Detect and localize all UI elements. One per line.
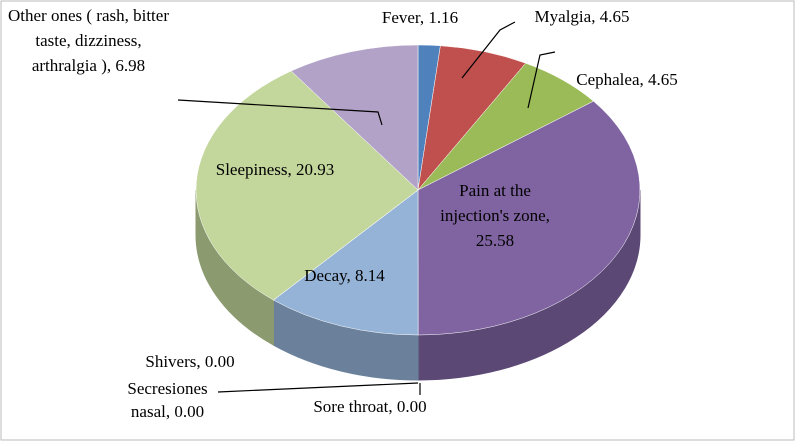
pie-slice — [195, 70, 419, 301]
data-label: Decay, 8.14 — [304, 266, 385, 285]
data-label: Fever, 1.16 — [381, 8, 459, 27]
leader-line — [527, 51, 556, 109]
data-label: Shivers, 0.00 — [145, 352, 235, 371]
data-label: Other ones ( rash, bitter taste, dizzine… — [8, 6, 169, 75]
data-label: Pain at the injection's zone, 25.58 — [440, 181, 550, 250]
leader-line — [177, 99, 383, 126]
data-label: Myalgia, 4.65 — [534, 7, 630, 26]
data-label: Sore throat, 0.00 — [313, 397, 427, 416]
pie-slice — [290, 44, 419, 191]
leader-line — [217, 382, 419, 393]
pie-slice — [417, 100, 641, 336]
data-label: Sleepiness, 20.93 — [215, 160, 335, 179]
pie-tops — [195, 44, 641, 336]
pie-slice — [273, 189, 419, 336]
data-label: Secresiones nasal, 0.00 — [127, 379, 208, 421]
data-label: Cephalea, 4.65 — [576, 70, 678, 89]
leader-line — [461, 21, 516, 79]
leader-lines — [177, 21, 556, 395]
